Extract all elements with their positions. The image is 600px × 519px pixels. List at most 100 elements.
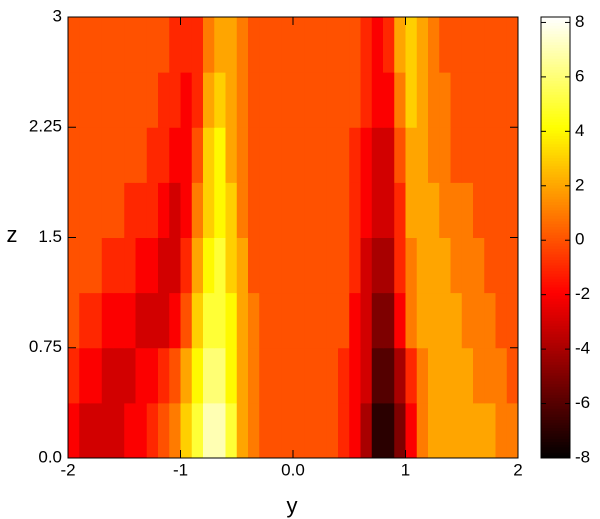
cell [79,182,91,238]
cell [293,292,305,349]
cell [225,347,238,404]
colorbar-segment [541,243,570,247]
cell [68,292,80,349]
cell [158,17,170,73]
colorbar-segment [541,419,570,423]
colorbar-segment [541,91,570,95]
cell [383,127,395,183]
colorbar-segment [541,234,570,238]
cell [79,292,91,349]
colorbar-segment [541,331,570,335]
colorbar-segment [541,325,570,329]
cell [360,237,373,294]
colorbar-frame [540,16,571,459]
cell [270,127,283,183]
cell [416,182,429,238]
cell [101,17,114,73]
cell [101,347,114,404]
colorbar-tick-label: 2 [575,175,584,194]
cell [461,237,474,294]
cell [461,182,474,238]
colorbar-segment [541,204,570,208]
cell [315,347,328,404]
cell [326,237,339,294]
colorbar-segment [541,141,570,145]
cell [371,182,384,238]
cell [259,402,271,459]
colorbar-segment [541,88,570,92]
cell [338,72,350,128]
cell [293,237,305,294]
cell [214,237,226,294]
cell [428,237,440,294]
cell [180,17,193,73]
cell [450,292,463,349]
cell [371,347,384,404]
cell [360,292,373,349]
cell [79,17,91,73]
colorbar-segment [541,422,570,426]
colorbar-segment [541,311,570,316]
cell [203,347,215,404]
colorbar-segment [541,449,570,453]
cell [461,127,474,183]
cell [495,127,508,183]
cell [439,17,451,73]
cell [315,292,328,349]
x-axis-label: y [287,493,298,518]
cell [259,292,271,349]
cell [225,72,238,128]
colorbar-segment [541,105,570,109]
colorbar-segment [541,163,570,167]
colorbar-segment [541,223,570,227]
x-tick-label: 2 [513,460,522,479]
colorbar-segment [541,149,570,153]
cell [383,17,395,73]
cell [169,402,181,459]
cell [484,402,496,459]
colorbar-segment [541,452,570,456]
cell [338,182,350,238]
cell [135,182,148,238]
cell [450,127,463,183]
colorbar-segment [541,314,570,318]
cell [428,17,440,73]
colorbar-segment [541,284,570,288]
colorbar-segment [541,135,570,139]
colorbar-segment [541,215,570,219]
cell [506,237,519,294]
colorbar-segment [541,72,570,76]
colorbar-segment [541,430,570,434]
cell [146,347,159,404]
colorbar-segment [541,182,570,186]
colorbar-segment [541,218,570,222]
cell [349,292,361,349]
cell [281,182,294,238]
cell [315,182,328,238]
cell [135,17,148,73]
colorbar-segment [541,397,570,401]
colorbar-segment [541,118,570,123]
cell [326,402,339,459]
colorbar-tick-label: 4 [575,121,584,140]
cell [68,72,80,128]
cell [439,402,451,459]
cell [135,347,148,404]
cell [236,17,249,73]
colorbar-segment [541,333,570,338]
cell [450,17,463,73]
cell [473,17,485,73]
cell [428,402,440,459]
colorbar-segment [541,276,570,280]
colorbar-segment [541,94,570,98]
cell [259,237,271,294]
colorbar-segment [541,33,570,37]
cell [169,237,181,294]
cell [371,292,384,349]
cell [349,237,361,294]
colorbar-segment [541,168,570,172]
cell [450,72,463,128]
cell [326,127,339,183]
colorbar-segment [541,372,570,376]
